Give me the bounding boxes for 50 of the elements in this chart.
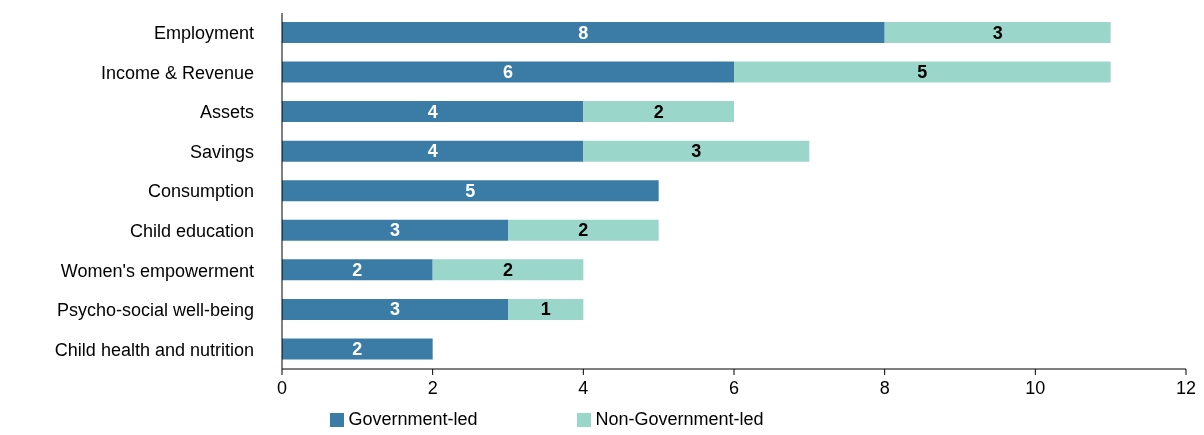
bar bbox=[282, 61, 734, 83]
bar bbox=[432, 259, 584, 281]
y-tick-label: Employment bbox=[153, 23, 254, 44]
data-label: 5 bbox=[465, 180, 476, 201]
bar bbox=[734, 61, 1111, 83]
data-label: 3 bbox=[691, 141, 702, 162]
bar bbox=[282, 259, 433, 281]
data-label: 2 bbox=[653, 101, 664, 122]
bar bbox=[282, 22, 885, 43]
x-tick-label: 0 bbox=[276, 377, 288, 398]
y-tick-label: Savings bbox=[189, 141, 254, 162]
bar bbox=[282, 338, 433, 360]
data-label: 2 bbox=[502, 259, 514, 280]
bar bbox=[282, 219, 508, 241]
y-tick-label: Women's empowerment bbox=[60, 260, 254, 281]
data-label: 2 bbox=[352, 259, 363, 280]
data-label: 2 bbox=[352, 338, 363, 359]
x-tick-label: 8 bbox=[879, 377, 890, 398]
legend-label: Non-Government-led bbox=[595, 409, 764, 429]
y-tick-label: Assets bbox=[199, 102, 254, 123]
data-label: 8 bbox=[578, 22, 589, 43]
bar bbox=[282, 101, 584, 123]
data-label: 3 bbox=[389, 299, 401, 320]
bar bbox=[508, 298, 584, 320]
x-tick-label: 10 bbox=[1025, 377, 1046, 398]
data-label: 6 bbox=[502, 62, 514, 83]
data-label: 1 bbox=[540, 299, 551, 320]
bar bbox=[508, 219, 659, 241]
legend-label: Government-led bbox=[348, 409, 478, 429]
data-label: 3 bbox=[992, 22, 1003, 43]
data-label: 4 bbox=[427, 101, 438, 122]
bar bbox=[884, 22, 1111, 43]
data-label: 4 bbox=[427, 141, 438, 162]
x-tick-label: 12 bbox=[1175, 377, 1197, 398]
data-label: 2 bbox=[578, 220, 589, 241]
y-tick-label: Psycho-social well-being bbox=[56, 300, 254, 321]
y-tick-label: Income & Revenue bbox=[100, 62, 254, 83]
bar bbox=[282, 180, 659, 202]
y-tick-label: Consumption bbox=[147, 181, 254, 202]
bar bbox=[583, 101, 734, 123]
x-tick-label: 2 bbox=[427, 377, 438, 398]
x-tick-label: 4 bbox=[578, 377, 589, 398]
bar bbox=[282, 298, 508, 320]
data-label: 5 bbox=[917, 62, 928, 83]
x-tick-label: 6 bbox=[728, 377, 740, 398]
data-label: 3 bbox=[389, 220, 401, 241]
y-tick-label: Child health and nutrition bbox=[54, 339, 254, 360]
bar bbox=[583, 140, 810, 162]
y-tick-label: Child education bbox=[129, 220, 254, 241]
bar bbox=[282, 140, 584, 162]
